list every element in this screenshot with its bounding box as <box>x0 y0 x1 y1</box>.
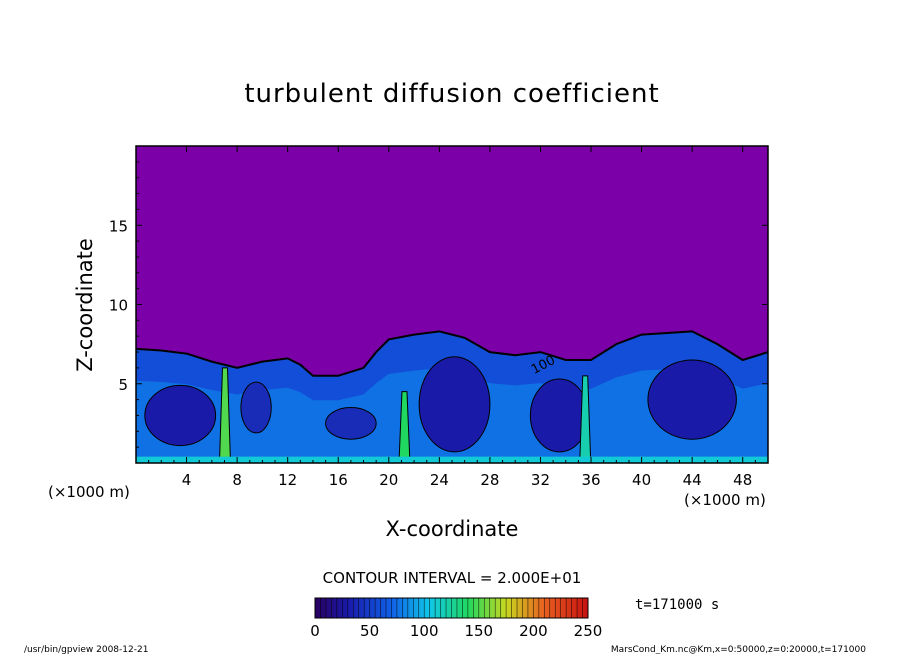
colorbar-tick-label: 150 <box>464 622 493 640</box>
contour-interval: CONTOUR INTERVAL = 2.000E+01 <box>323 569 582 587</box>
x-tick-label: 8 <box>232 471 242 489</box>
circulation-cell <box>240 381 272 434</box>
circulation-cell <box>529 378 590 453</box>
surface-layer <box>136 456 768 463</box>
x-tick-label: 4 <box>182 471 192 489</box>
chart-title: turbulent diffusion coefficient <box>244 79 659 109</box>
updraft-plume <box>218 367 231 463</box>
colorbar-tick-label: 0 <box>310 622 320 640</box>
x-tick-label: 32 <box>531 471 550 489</box>
x-tick-label: 48 <box>733 471 752 489</box>
colorbar-tick-label: 50 <box>360 622 379 640</box>
x-tick-label: 36 <box>581 471 600 489</box>
circulation-cell <box>144 384 217 447</box>
x-tick-label: 20 <box>379 471 398 489</box>
boundary-contour-line <box>136 330 768 377</box>
x-tick-label: 12 <box>278 471 297 489</box>
colorbar-tick-label: 250 <box>574 622 603 640</box>
x-tick-label: 40 <box>632 471 651 489</box>
x-unit-left: (×1000 m) <box>48 483 130 501</box>
x-axis-label: X-coordinate <box>386 517 519 541</box>
y-tick-label: 15 <box>109 217 128 235</box>
x-tick-label: 16 <box>329 471 348 489</box>
y-tick-label: 5 <box>118 376 128 394</box>
circulation-cell <box>325 407 377 440</box>
time-label: t=171000 s <box>635 597 719 613</box>
colorbar: 0 50 100 150 200 250 <box>310 597 603 640</box>
colorbar-tick-label: 100 <box>410 622 439 640</box>
y-axis-label: Z-coordinate <box>73 238 97 372</box>
x-unit-right: (×1000 m) <box>684 491 766 509</box>
circulation-cell <box>418 356 491 453</box>
x-tick-label: 44 <box>683 471 702 489</box>
y-tick-label: 10 <box>109 297 128 315</box>
updraft-plume <box>579 375 592 463</box>
x-tick-label: 24 <box>430 471 449 489</box>
footer-right: MarsCond_Km.nc@Km,x=0:50000,z=0:20000,t=… <box>611 645 866 654</box>
x-tick-label: 28 <box>480 471 499 489</box>
updraft-plume <box>398 391 411 463</box>
footer-left: /usr/bin/gpview 2008-12-21 <box>24 645 148 654</box>
colorbar-tick-label: 200 <box>519 622 548 640</box>
circulation-cell <box>647 359 737 440</box>
